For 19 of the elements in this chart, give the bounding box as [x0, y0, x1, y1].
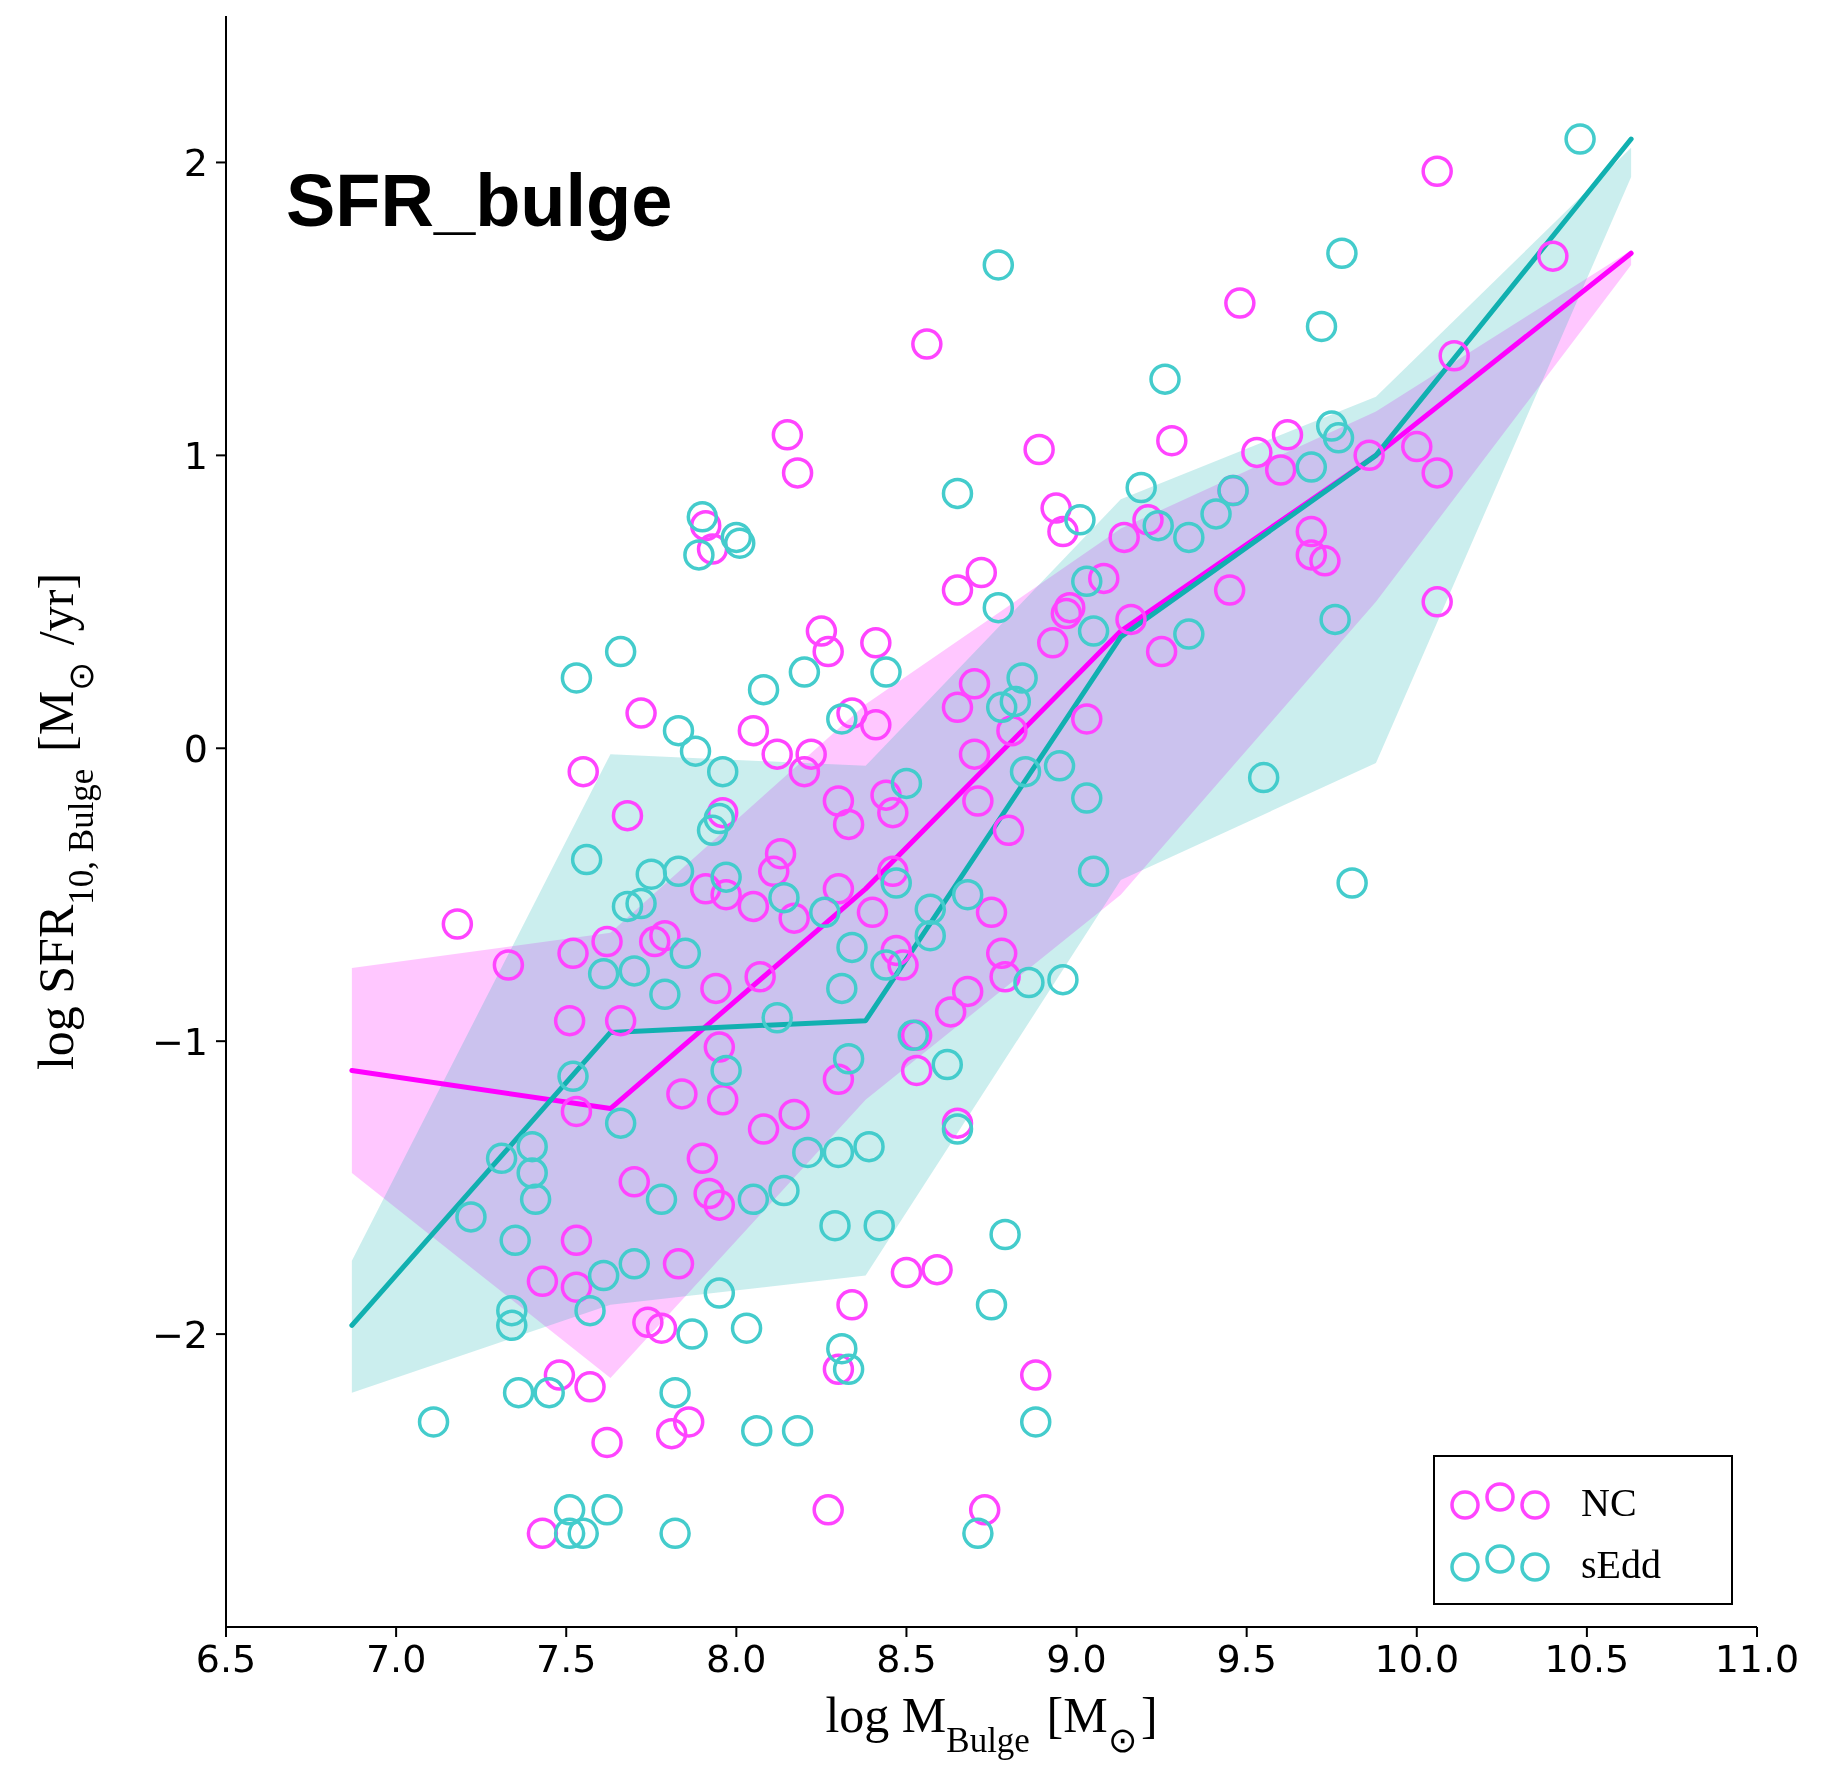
x-tick-label: 7.0	[365, 1636, 427, 1681]
x-axis-title: log M$_{Bulge}$ [M$_{⊙}$]	[825, 1687, 1158, 1760]
x-tick-label: 9.5	[1216, 1636, 1277, 1681]
x-tick-label: 11.0	[1714, 1636, 1800, 1681]
y-tick-label: 0	[183, 726, 208, 771]
text: SFR_bulge	[286, 158, 673, 243]
x-tick-label: 9.0	[1046, 1636, 1107, 1681]
y-tick-label: 2	[183, 140, 208, 185]
y-tick-label: −1	[151, 1019, 208, 1064]
legend-label: NC	[1581, 1478, 1637, 1526]
legend-label: sEdd	[1581, 1540, 1661, 1588]
x-tick-label: 8.5	[876, 1636, 937, 1681]
x-tick-label: 6.5	[195, 1636, 257, 1681]
y-tick-label: −2	[151, 1312, 208, 1357]
x-tick-label: 10.5	[1544, 1636, 1630, 1681]
x-tick-label: 7.5	[536, 1636, 597, 1681]
x-tick-label: 10.0	[1374, 1636, 1460, 1681]
x-tick-label: 8.0	[706, 1636, 767, 1681]
y-tick-label: 1	[183, 433, 208, 478]
